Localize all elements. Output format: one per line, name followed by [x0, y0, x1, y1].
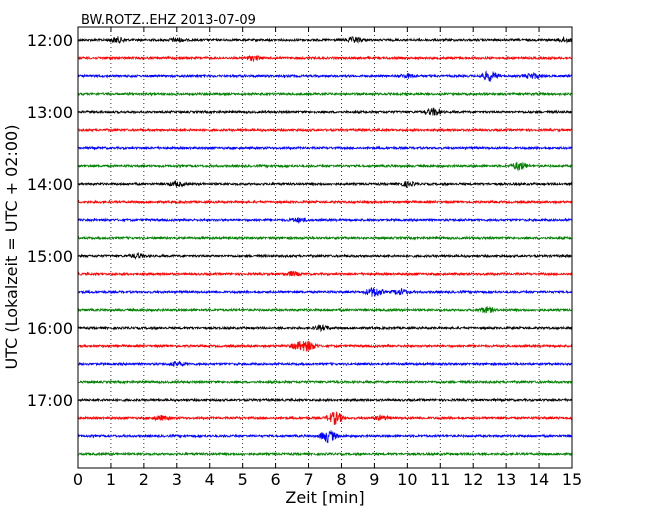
trace-1245: [77, 91, 573, 97]
trace-1500: [77, 251, 573, 261]
trace-1330: [77, 145, 573, 151]
trace-1645: [77, 379, 573, 385]
trace-1200: [77, 35, 573, 44]
x-axis-label: Zeit [min]: [285, 488, 364, 507]
trace-1230: [77, 70, 573, 82]
x-tick-label: 8: [336, 470, 346, 489]
trace-1545: [77, 305, 573, 314]
x-tick-label: 3: [172, 470, 182, 489]
y-tick-label: 13:00: [27, 103, 73, 122]
y-tick-label: 16:00: [27, 319, 73, 338]
plot-frame: [77, 26, 573, 469]
x-tick-label: 12: [463, 470, 483, 489]
trace-1430: [77, 217, 573, 224]
x-tick-label: 10: [397, 470, 417, 489]
x-tick-label: 6: [271, 470, 281, 489]
x-tick-label: 9: [369, 470, 379, 489]
x-tick-label: 15: [562, 470, 582, 489]
y-tick-label: 12:00: [27, 31, 73, 50]
trace-1315: [77, 127, 573, 133]
trace-1600: [77, 323, 573, 333]
trace-1730: [77, 430, 573, 444]
x-tick-label: 13: [496, 470, 516, 489]
x-tick-label: 1: [106, 470, 116, 489]
x-tick-label: 5: [238, 470, 248, 489]
trace-1530: [77, 287, 572, 297]
x-tick-label: 4: [205, 470, 215, 489]
trace-1345: [77, 161, 573, 172]
trace-1300: [77, 107, 573, 116]
trace-1445: [77, 235, 573, 241]
x-tick-label: 14: [529, 470, 549, 489]
chart-title: BW.ROTZ..EHZ 2013-07-09: [81, 13, 256, 28]
trace-1615: [77, 340, 573, 352]
x-tick-label: 0: [73, 470, 83, 489]
y-axis-label: UTC (Lokalzeit = UTC + 02:00): [2, 125, 21, 370]
x-tick-label: 7: [303, 470, 313, 489]
trace-1415: [77, 199, 573, 205]
grid-lines: [110, 27, 540, 468]
trace-group: [77, 35, 573, 457]
y-tick-label: 17:00: [27, 391, 73, 410]
trace-1515: [77, 270, 573, 277]
trace-1700: [77, 397, 573, 403]
x-tick-label: 11: [430, 470, 450, 489]
y-tick-label: 15:00: [27, 247, 73, 266]
x-axis-ticks: 0 1 2 3 4 5 6 7 8 9 10 11 12 13 14 15: [73, 27, 582, 489]
trace-1215: [77, 54, 572, 63]
trace-1400: [77, 179, 573, 189]
x-tick-label: 2: [139, 470, 149, 489]
trace-1715: [77, 411, 573, 425]
trace-1630: [77, 360, 573, 367]
y-tick-label: 14:00: [27, 175, 73, 194]
trace-1745: [77, 451, 573, 457]
y-axis-ticks: 12:00 13:00 14:00 15:00 16:00 17:00: [27, 31, 572, 410]
